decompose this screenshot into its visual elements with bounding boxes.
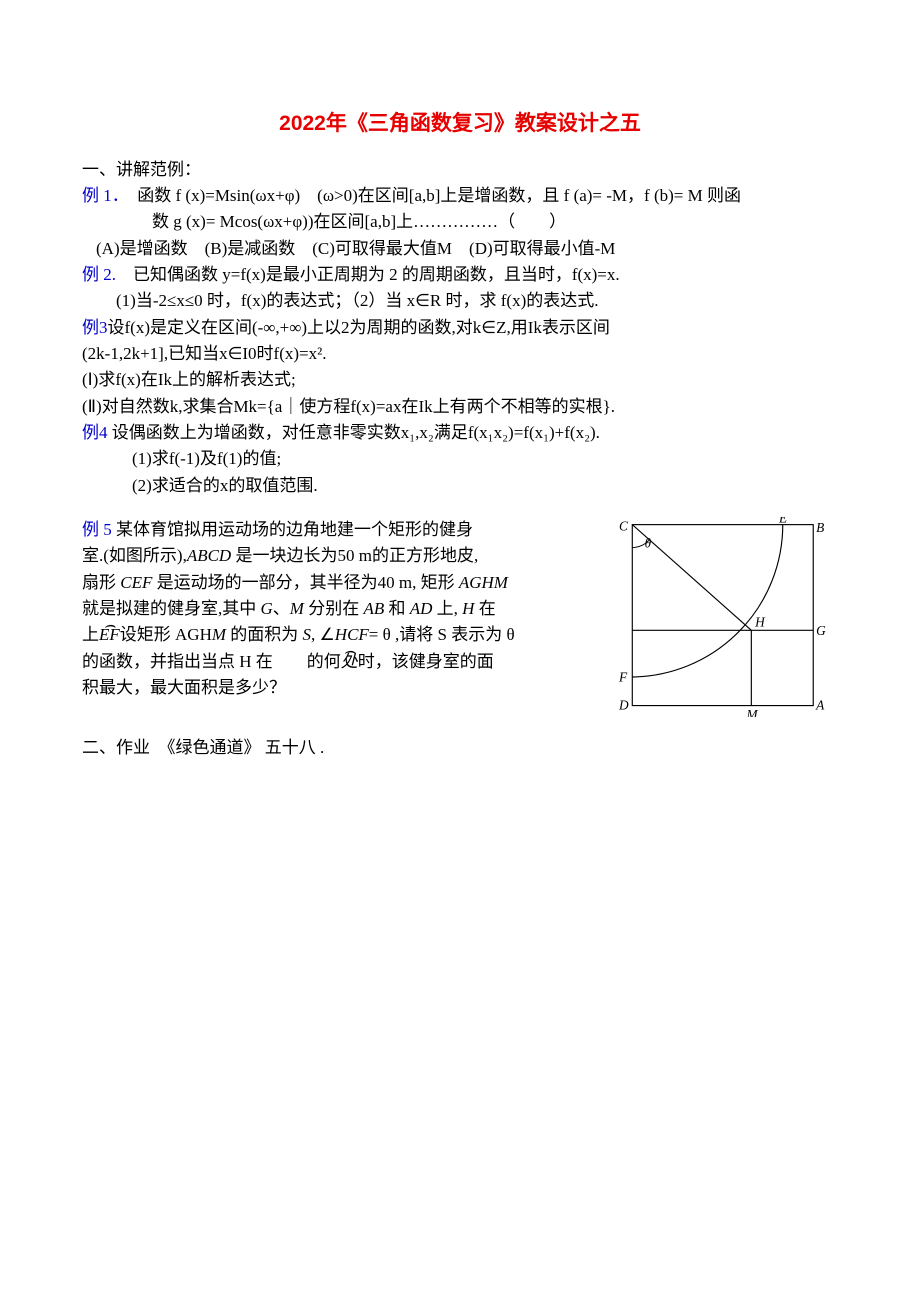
ex5-l4c: 、 <box>273 599 290 618</box>
ex5-l3a: 扇形 <box>82 573 120 592</box>
ex5-l5h: = θ ,请将 S 表示为 θ <box>369 625 515 644</box>
svg-text:G: G <box>816 623 826 638</box>
svg-text:θ: θ <box>645 535 652 550</box>
ex5-l6b: 时，该健身室的面 <box>358 652 494 671</box>
example-4-body: 设偶函数上为增函数，对任意非零实数x₁,x₂满足f(x₁x₂)=f(x₁)+f(… <box>108 423 600 442</box>
ex5-l4f: AB <box>363 599 384 618</box>
ex5-l4d: M <box>290 599 304 618</box>
svg-text:B: B <box>816 520 824 535</box>
example-4-label: 例4 <box>82 423 108 442</box>
ex5-l5f: , ∠ <box>311 625 335 644</box>
ex5-l4i: 上, <box>432 599 458 618</box>
ex5-l6a: 的函数，并指出当点 H 在 的何 <box>82 652 341 671</box>
example-3-l1: 设f(x)是定义在区间(-∞,+∞)上以2为周期的函数,对k∈Z,用Ik表示区间 <box>108 318 610 337</box>
svg-text:E: E <box>778 517 787 526</box>
ex5-l2b: ABCD <box>187 546 231 565</box>
example-3-line1: 例3设f(x)是定义在区间(-∞,+∞)上以2为周期的函数,对k∈Z,用Ik表示… <box>82 315 838 341</box>
example-2: 例 2. 已知偶函数 y=f(x)是最小正周期为 2 的周期函数，且当时，f(x… <box>82 262 838 288</box>
ex5-l4b: G <box>261 599 273 618</box>
ex5-l3b: CEF <box>120 573 152 592</box>
svg-text:H: H <box>754 615 766 630</box>
example-1-label: 例 1． <box>82 186 120 205</box>
svg-text:A: A <box>815 697 825 712</box>
example-2-body: 已知偶函数 y=f(x)是最小正周期为 2 的周期函数，且当时，f(x)=x. <box>133 265 620 284</box>
arc-chu-icon: 处 <box>341 649 358 675</box>
example-1-options: (A)是增函数 (B)是减函数 (C)可取得最大值M (D)可取得最小值-M <box>82 236 838 262</box>
svg-text:C: C <box>619 518 629 533</box>
ex5-l1: 某体育馆拟用运动场的边角地建一个矩形的健身 <box>112 520 473 539</box>
ex5-l4h: AD <box>410 599 433 618</box>
example-2-sub: (1)当-2≤x≤0 时，f(x)的表达式；（2）当 x∈R 时，求 f(x)的… <box>82 288 838 314</box>
example-5-line1: 例 5 某体育馆拟用运动场的边角地建一个矩形的健身 <box>82 517 592 543</box>
ex5-l5a: 上 <box>82 625 99 644</box>
example-3-line4: (Ⅱ)对自然数k,求集合Mk={a｜使方程f(x)=ax在Ik上有两个不相等的实… <box>82 394 838 420</box>
ex5-l2a: 室.(如图所示), <box>82 546 187 565</box>
example-4: 例4 设偶函数上为增函数，对任意非零实数x₁,x₂满足f(x₁x₂)=f(x₁)… <box>82 420 838 446</box>
ex5-l4k: 在 <box>479 599 496 618</box>
geometry-diagram: C E B FD M A G Hθ <box>598 517 838 717</box>
ex5-l2c: 是一块边长为50 m的正方形地皮, <box>235 546 478 565</box>
example-5-line4: 就是拟建的健身室,其中 G、M 分别在 AB 和 AD 上, H 在 <box>82 596 592 622</box>
example-5-line2: 室.(如图所示),ABCD 是一块边长为50 m的正方形地皮, <box>82 543 592 569</box>
ex5-l4e: 分别在 <box>308 599 363 618</box>
ex5-l4g: 和 <box>384 599 410 618</box>
example-1: 例 1． 函数 f (x)=Msin(ωx+φ) (ω>0)在区间[a,b]上是… <box>82 183 838 209</box>
ex5-l5e: S <box>303 625 312 644</box>
svg-text:D: D <box>618 697 629 712</box>
ex5-l3c: 是运动场的一部分，其半径为40 m, 矩形 <box>157 573 459 592</box>
ex5-l5b: 设矩形 AGH <box>120 625 212 644</box>
svg-text:M: M <box>746 707 759 717</box>
homework: 二、作业 《绿色通道》 五十八 . <box>82 735 838 761</box>
example-1-line1: 函数 f (x)=Msin(ωx+φ) (ω>0)在区间[a,b]上是增函数，且… <box>137 186 741 205</box>
example-5-row: 例 5 某体育馆拟用运动场的边角地建一个矩形的健身 室.(如图所示),ABCD … <box>82 517 838 717</box>
ex5-l5d: 的面积为 <box>230 625 302 644</box>
example-5-line7: 积最大，最大面积是多少？ <box>82 675 592 701</box>
ex5-l5c: M <box>212 625 226 644</box>
example-4-sub2: (2)求适合的x的取值范围. <box>82 473 838 499</box>
example-3-label: 例3 <box>82 318 108 337</box>
example-2-label: 例 2. <box>82 265 116 284</box>
example-1-line2: 数 g (x)= Mcos(ωx+φ))在区间[a,b]上……………（ ） <box>82 209 838 235</box>
example-4-sub1: (1)求f(-1)及f(1)的值; <box>82 446 838 472</box>
svg-text:F: F <box>618 670 628 685</box>
ex5-l3d: AGHM <box>459 573 508 592</box>
example-3-line3: (Ⅰ)求f(x)在Ik上的解析表达式; <box>82 367 838 393</box>
doc-title: 2022年《三角函数复习》教案设计之五 <box>82 108 838 141</box>
section-1-heading: 一、讲解范例： <box>82 157 838 183</box>
example-5-label: 例 5 <box>82 520 112 539</box>
example-5-line3: 扇形 CEF 是运动场的一部分，其半径为40 m, 矩形 AGHM <box>82 570 592 596</box>
figure-container: C E B FD M A G Hθ <box>598 517 838 717</box>
example-5-line6: 的函数，并指出当点 H 在 的何处时，该健身室的面 <box>82 649 592 675</box>
example-5-line5: 上EF设矩形 AGHM 的面积为 S, ∠HCF= θ ,请将 S 表示为 θ <box>82 622 592 648</box>
example-3-line2: (2k-1,2k+1],已知当x∈I0时f(x)=x². <box>82 341 838 367</box>
ex5-l4j: H <box>462 599 474 618</box>
arc-ef-icon: EF <box>99 622 120 648</box>
